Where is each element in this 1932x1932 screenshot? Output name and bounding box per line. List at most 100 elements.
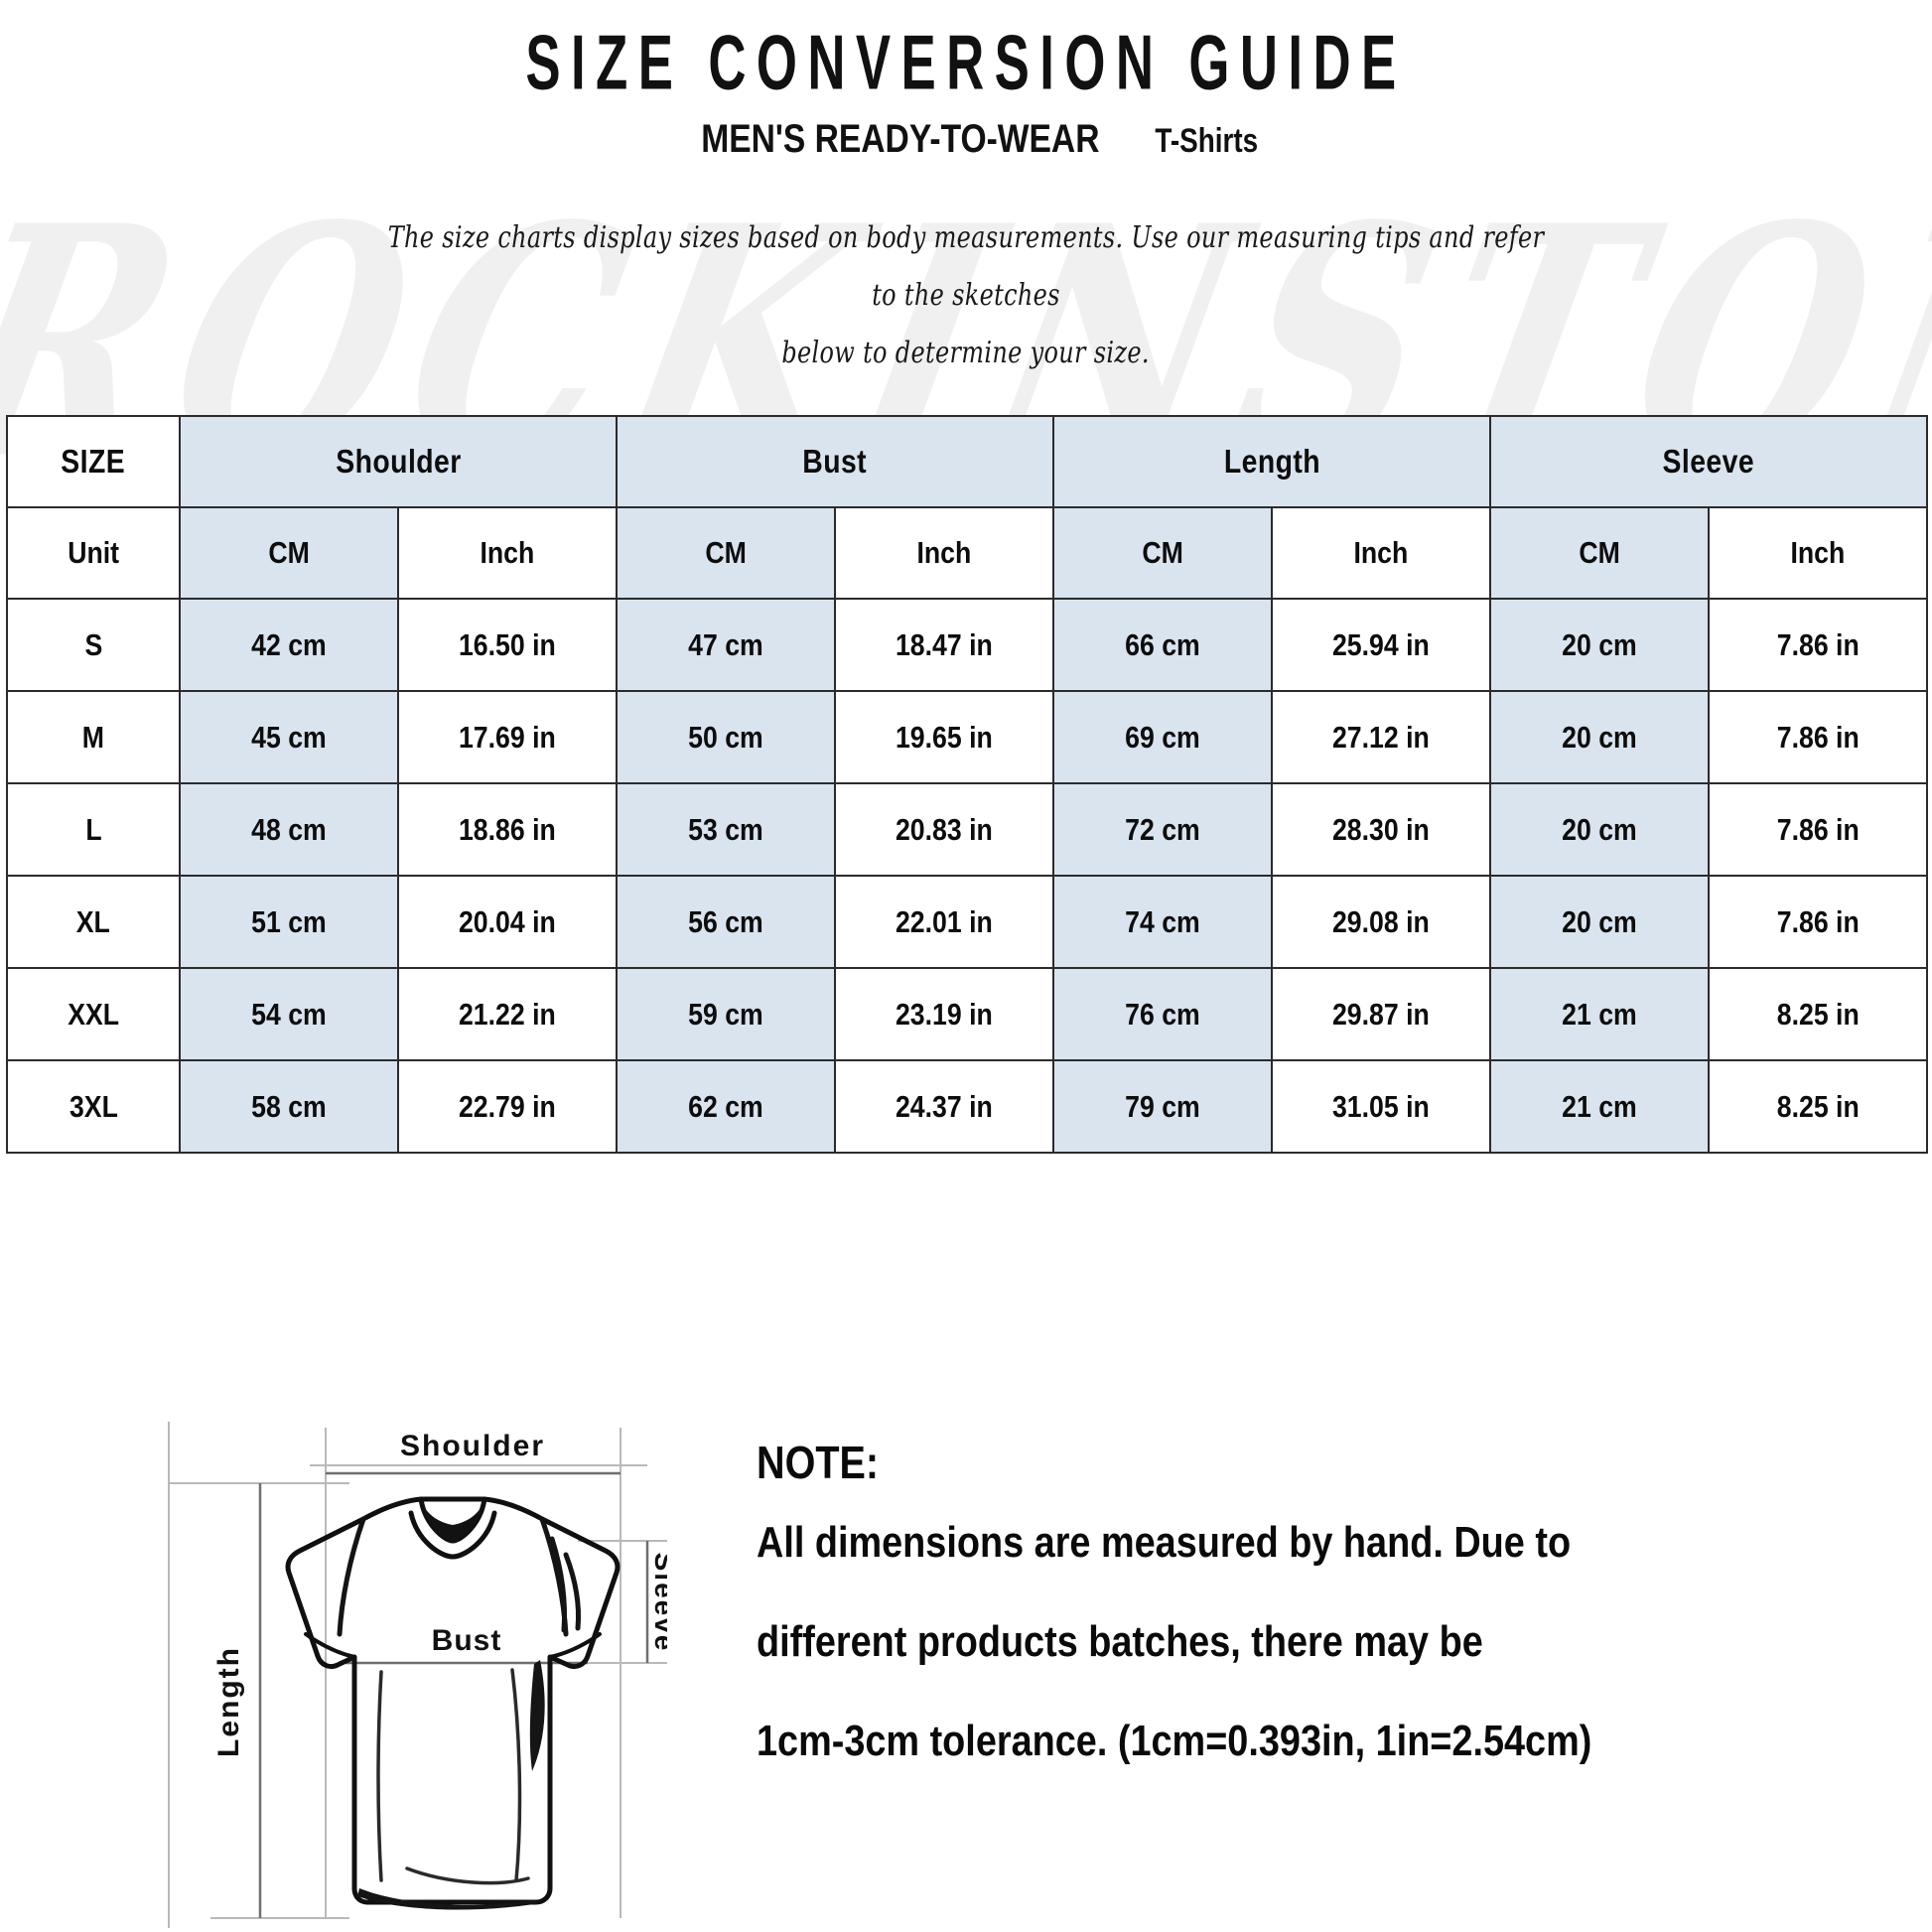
description-line-1: The size charts display sizes based on b…: [387, 220, 1545, 313]
note-title: NOTE:: [757, 1432, 1928, 1493]
header-group-bust: Bust: [616, 415, 1055, 508]
cell-size-xl: XL: [6, 875, 181, 969]
cell-3xl-7: 8.25 in: [1708, 1059, 1929, 1154]
cell-xl-3-text: 22.01 in: [896, 903, 993, 939]
note-line-1-text: All dimensions are measured by hand. Due…: [757, 1518, 1572, 1567]
cell-xl-7-text: 7.86 in: [1776, 903, 1860, 939]
cell-xl-2: 56 cm: [616, 875, 837, 969]
cell-m-7: 7.86 in: [1708, 690, 1929, 784]
cell-s-1-text: 16.50 in: [459, 626, 556, 662]
header-unit: Unit: [6, 506, 181, 600]
cell-size-s: S: [6, 598, 181, 692]
cell-s-4-text: 66 cm: [1125, 626, 1200, 662]
table-row: M 45 cm 17.69 in 50 cm 19.65 in 69 cm 27.12 in…: [6, 690, 1929, 784]
cell-size-xxl-text: XXL: [68, 996, 119, 1032]
cell-l-2-text: 53 cm: [688, 811, 763, 847]
cell-l-5: 28.30 in: [1271, 782, 1492, 877]
cell-xxl-6-text: 21 cm: [1562, 996, 1637, 1032]
unit-length-cm-text: CM: [1142, 535, 1183, 570]
cell-l-4: 72 cm: [1052, 782, 1274, 877]
cell-xxl-1-text: 21.22 in: [459, 996, 556, 1032]
cell-xxl-2: 59 cm: [616, 967, 837, 1061]
cell-3xl-6: 21 cm: [1489, 1059, 1711, 1154]
body-shading: [357, 1660, 545, 1910]
cell-m-2: 50 cm: [616, 690, 837, 784]
cell-3xl-6-text: 21 cm: [1562, 1088, 1637, 1124]
cell-m-4-text: 69 cm: [1125, 719, 1200, 755]
cell-s-2-text: 47 cm: [688, 626, 763, 662]
table-row: XXL 54 cm 21.22 in 59 cm 23.19 in 76 cm 29.87 …: [6, 967, 1929, 1061]
unit-shoulder-inch-text: Inch: [480, 535, 535, 570]
cell-xl-5: 29.08 in: [1271, 875, 1492, 969]
cell-l-6: 20 cm: [1489, 782, 1711, 877]
cell-3xl-2: 62 cm: [616, 1059, 837, 1154]
cell-size-l: L: [6, 782, 181, 877]
cell-l-5-text: 28.30 in: [1332, 811, 1430, 847]
cell-m-0: 45 cm: [179, 690, 399, 784]
header-group-bust-text: Bust: [802, 443, 868, 480]
cell-3xl-2-text: 62 cm: [688, 1088, 763, 1124]
cell-xl-6-text: 20 cm: [1562, 903, 1637, 939]
cell-xl-2-text: 56 cm: [688, 903, 763, 939]
cell-l-1: 18.86 in: [396, 782, 619, 877]
table-row: XL 51 cm 20.04 in 56 cm 22.01 in 74 cm 29.08 i…: [6, 875, 1929, 969]
tshirt-diagram: Shoulder Bust Length Sleeve: [151, 1422, 667, 1928]
cell-xxl-5: 29.87 in: [1271, 967, 1492, 1061]
cell-size-xxl: XXL: [6, 967, 181, 1061]
unit-bust-inch: Inch: [834, 506, 1055, 600]
cell-xxl-4-text: 76 cm: [1125, 996, 1200, 1032]
cell-xxl-7: 8.25 in: [1708, 967, 1929, 1061]
cell-size-l-text: L: [84, 811, 102, 847]
cell-xxl-6: 21 cm: [1489, 967, 1711, 1061]
cell-m-1: 17.69 in: [396, 690, 619, 784]
cell-3xl-5-text: 31.05 in: [1332, 1088, 1430, 1124]
diagram-label-shoulder: Shoulder: [400, 1430, 545, 1462]
header-size-text: SIZE: [61, 443, 126, 480]
unit-bust-cm-text: CM: [705, 535, 747, 570]
cell-3xl-3: 24.37 in: [834, 1059, 1055, 1154]
unit-length-inch-text: Inch: [1353, 535, 1409, 570]
unit-sleeve-inch-text: Inch: [1790, 535, 1846, 570]
cell-xl-6: 20 cm: [1489, 875, 1711, 969]
description-line-2: below to determine your size.: [781, 336, 1151, 370]
unit-shoulder-inch: Inch: [396, 506, 619, 600]
fabric-creases: [376, 1668, 530, 1885]
page-description: The size charts display sizes based on b…: [241, 170, 1691, 382]
cell-m-5-text: 27.12 in: [1332, 719, 1430, 755]
size-conversion-table: SIZE Shoulder Bust Length Sleeve Unit CM Inch CM…: [6, 415, 1929, 1154]
cell-s-0: 42 cm: [179, 598, 399, 692]
unit-bust-cm: CM: [616, 506, 837, 600]
header-unit-text: Unit: [68, 535, 119, 570]
diagram-label-length: Length: [212, 1646, 245, 1757]
table-row: S 42 cm 16.50 in 47 cm 18.47 in 66 cm 25.94 in…: [6, 598, 1929, 692]
cell-l-4-text: 72 cm: [1125, 811, 1200, 847]
cell-m-0-text: 45 cm: [251, 719, 327, 755]
size-table-container: SIZE Shoulder Bust Length Sleeve Unit CM Inch CM…: [6, 415, 1929, 1154]
header-group-shoulder: Shoulder: [178, 415, 619, 508]
note-title-text: NOTE:: [757, 1437, 880, 1488]
cell-l-6-text: 20 cm: [1562, 811, 1637, 847]
cell-3xl-3-text: 24.37 in: [896, 1088, 993, 1124]
note-line-3-text: 1cm-3cm tolerance. (1cm=0.393in, 1in=2.5…: [757, 1717, 1592, 1765]
cell-xl-0-text: 51 cm: [251, 903, 327, 939]
header-group-sleeve: Sleeve: [1489, 415, 1929, 508]
cell-size-m: M: [6, 690, 181, 784]
dimension-arrows: [258, 1471, 649, 1918]
cell-m-5: 27.12 in: [1271, 690, 1492, 784]
header-group-length: Length: [1052, 415, 1492, 508]
cell-m-7-text: 7.86 in: [1776, 719, 1860, 755]
cell-xl-1-text: 20.04 in: [459, 903, 556, 939]
cell-s-7: 7.86 in: [1708, 598, 1929, 692]
note-block: NOTE: All dimensions are measured by han…: [757, 1432, 1928, 1791]
cell-3xl-4-text: 79 cm: [1125, 1088, 1200, 1124]
page-subtitle: MEN'S READY-TO-WEAR T-Shirts: [0, 91, 1932, 170]
note-line-2: different products batches, there may be: [757, 1592, 1928, 1692]
cell-s-5-text: 25.94 in: [1332, 626, 1430, 662]
unit-sleeve-cm-text: CM: [1579, 535, 1620, 570]
cell-xxl-0: 54 cm: [179, 967, 399, 1061]
cell-s-6: 20 cm: [1489, 598, 1711, 692]
cell-3xl-1-text: 22.79 in: [459, 1088, 556, 1124]
cell-xxl-7-text: 8.25 in: [1776, 996, 1860, 1032]
cell-l-7: 7.86 in: [1708, 782, 1929, 877]
header-group-shoulder-text: Shoulder: [335, 443, 462, 480]
